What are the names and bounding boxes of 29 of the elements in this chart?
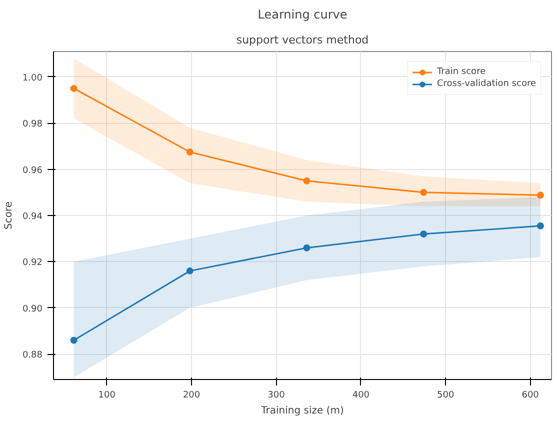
y-tick-label: 1.00 (22, 73, 43, 84)
y-tick-label: 0.96 (22, 166, 43, 176)
chart-subtitle: support vectors method (236, 34, 369, 46)
point (303, 244, 310, 252)
point (420, 188, 428, 196)
y-tick-label: 0.92 (22, 258, 43, 268)
point (536, 222, 544, 230)
x-axis-title: Training size (m) (260, 406, 344, 416)
x-tick-label: 200 (182, 390, 200, 400)
x-tick-label: 300 (268, 390, 286, 400)
y-tick-label: 0.98 (22, 120, 43, 130)
y-tick-label: 0.94 (22, 212, 43, 222)
legend-label: Train score (436, 66, 486, 78)
point (186, 148, 194, 156)
point (186, 267, 194, 274)
x-tick-label: 100 (98, 390, 116, 400)
point (303, 177, 310, 184)
x-tick-label: 600 (522, 390, 540, 400)
point (70, 84, 78, 92)
y-axis-title: Score (3, 201, 14, 230)
x-tick-label: 400 (352, 390, 370, 400)
y-tick-label: 0.90 (22, 304, 43, 314)
point (70, 336, 78, 344)
x-tick-label: 500 (437, 390, 454, 400)
point (420, 230, 428, 238)
point (536, 192, 544, 199)
chart-title: Learning curve (258, 8, 348, 22)
legend-label: Cross-validation score (436, 78, 536, 90)
y-tick-label: 0.88 (22, 350, 43, 361)
